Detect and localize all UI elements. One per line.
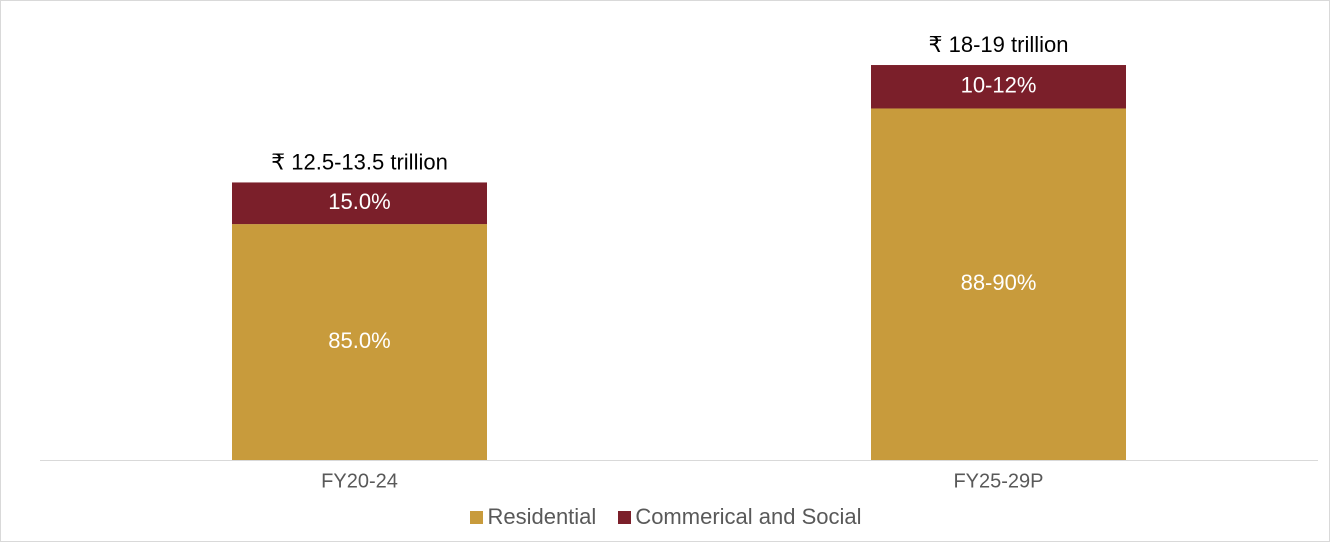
- legend-swatch-residential: [470, 510, 484, 524]
- legend: Residential Commerical and Social: [0, 504, 1332, 530]
- bars-group: [232, 65, 1126, 460]
- bar-residential-fy25-29p: [871, 108, 1126, 460]
- x-tick-label-fy25-29p: FY25-29P: [953, 470, 1043, 492]
- bar-commercial-social-fy20-24: [232, 182, 487, 225]
- total-label-fy25-29p: ₹ 18-19 trillion: [929, 32, 1069, 57]
- legend-label-residential: Residential: [487, 504, 597, 529]
- legend-swatch-commercial-social: [618, 510, 632, 524]
- bar-commercial-social-fy25-29p: [871, 65, 1126, 109]
- x-tick-label-fy20-24: FY20-24: [321, 470, 398, 492]
- legend-label-commercial-social: Commerical and Social: [635, 504, 862, 529]
- bar-residential-fy20-24: [232, 224, 487, 460]
- data-label-residential-fy25-29p: 88-90%: [961, 270, 1037, 295]
- total-label-fy20-24: ₹ 12.5-13.5 trillion: [271, 149, 448, 174]
- legend-item-commercial-social: Commerical and Social: [618, 504, 862, 530]
- data-label-residential-fy20-24: 85.0%: [328, 328, 390, 353]
- data-label-commercial-social-fy20-24: 15.0%: [328, 189, 390, 214]
- legend-item-residential: Residential: [470, 504, 596, 530]
- labels-group: 85.0% 15.0% ₹ 12.5-13.5 trillion FY20-24 88-…: [271, 32, 1068, 492]
- data-label-commercial-social-fy25-29p: 10-12%: [961, 73, 1037, 98]
